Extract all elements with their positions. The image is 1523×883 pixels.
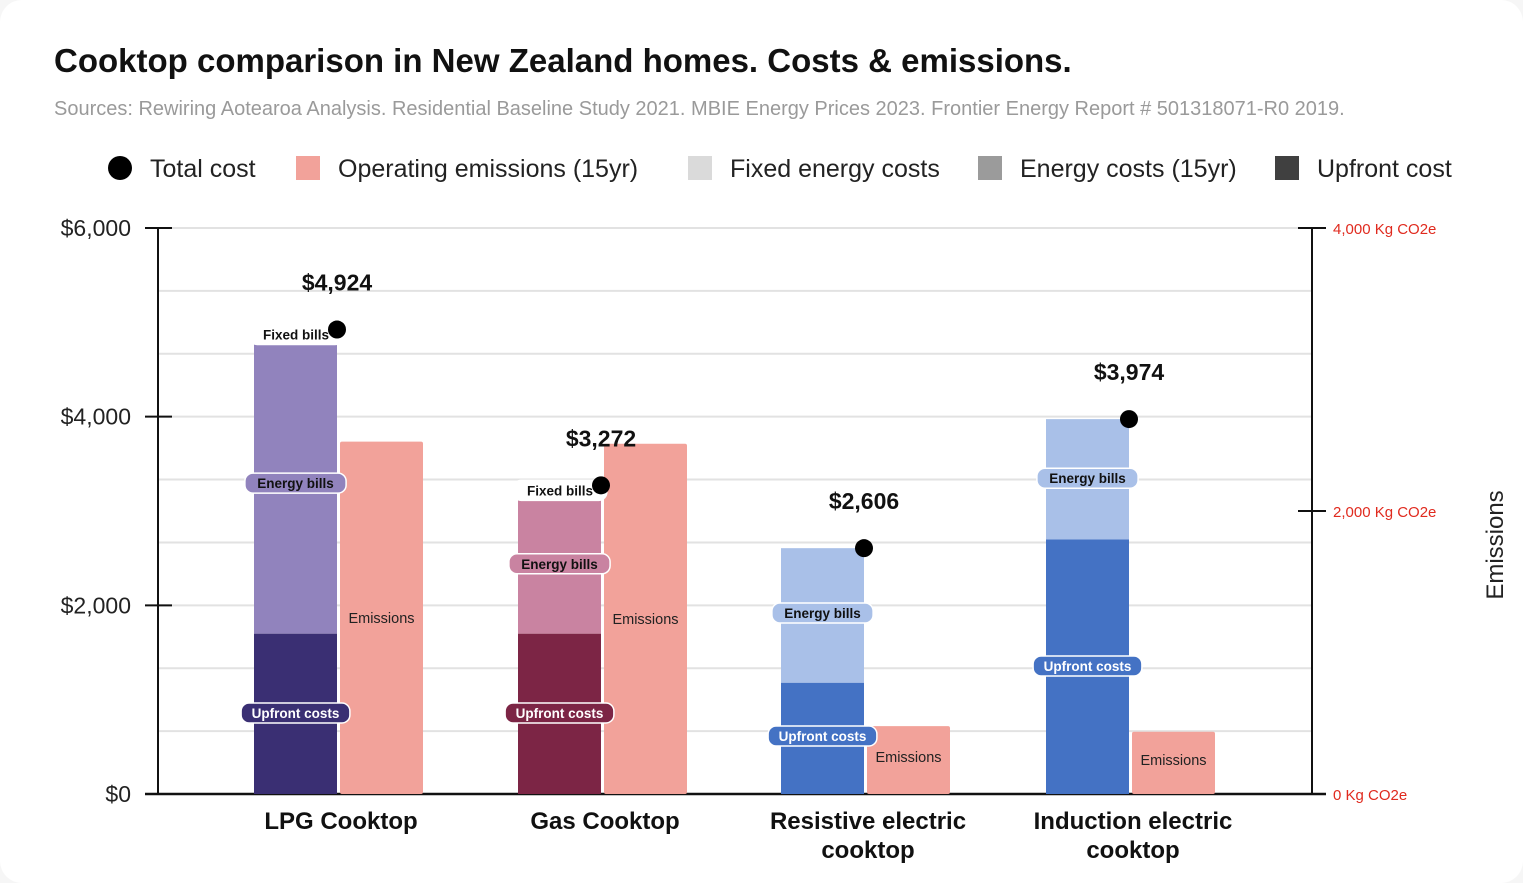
energy-bills-label-pill [771,602,874,624]
upfront-costs-label: Upfront costs [252,706,340,721]
upfront-costs-label: Upfront costs [516,706,604,721]
legend-label-total-cost: Total cost [150,155,256,183]
fixed-bills-label: Fixed bills [527,483,593,498]
emissions-label: Emissions [1140,753,1206,769]
chart-title: Cooktop comparison in New Zealand homes.… [54,42,1072,79]
legend-marker-fixed-energy-costs [688,156,712,180]
energy-bills-label: Energy bills [784,606,861,621]
upfront-costs-label-pill [1032,655,1143,677]
emissions-label: Emissions [875,750,941,766]
right-axis-title: Emissions [1482,490,1509,599]
bar-labels: Emissions Upfront costs Energy bills Fixed … [240,270,1207,769]
right-tick-label: 0 Kg CO2e [1333,787,1407,804]
category-label: LPG Cooktop [264,808,417,835]
category-label: Gas Cooktop [530,808,679,835]
total-cost-value: $3,272 [566,425,636,451]
chart-subtitle: Sources: Rewiring Aotearoa Analysis. Res… [54,98,1345,120]
legend: Total cost Operating emissions (15yr) Fixe… [108,155,1452,183]
energy-bills-label-pill [508,553,611,575]
energy-bills-label: Energy bills [521,557,598,572]
energy-bills-label-pill [244,472,347,494]
energy-bills-label-pill [1036,467,1139,489]
upfront-costs-label-pill [767,725,878,747]
right-tick-label: 4,000 Kg CO2e [1333,221,1436,238]
legend-label-energy-costs-15yr: Energy costs (15yr) [1020,155,1237,183]
legend-marker-upfront-cost [1275,156,1299,180]
upfront-costs-label-pill [504,702,615,724]
legend-marker-energy-costs-15yr [978,156,1002,180]
legend-label-fixed-energy-costs: Fixed energy costs [730,155,940,183]
total-cost-dot-gas-cooktop [592,476,610,495]
category-label: cooktop [821,837,914,864]
upfront-costs-label-pill [240,702,351,724]
emissions-label: Emissions [348,611,414,627]
left-tick-label: $0 [105,781,131,807]
energy-bills-label: Energy bills [257,476,334,491]
emissions-label: Emissions [612,612,678,628]
total-cost-dot-resistive-electric-cooktop [855,539,873,558]
legend-label-upfront-cost: Upfront cost [1317,155,1452,183]
bars [254,329,1215,794]
legend-marker-operating-emissions-15yr [296,156,320,180]
total-cost-value: $4,924 [302,270,373,296]
total-cost-value: $3,974 [1094,359,1165,385]
right-tick-label: 2,000 Kg CO2e [1333,504,1436,521]
category-label: Resistive electric [770,808,966,835]
bar-emissions-lpg-cooktop [340,441,423,794]
legend-marker-total-cost [108,156,132,180]
left-tick-label: $2,000 [61,592,131,618]
energy-bills-label: Energy bills [1049,471,1126,486]
total-cost-dot-lpg-cooktop [328,320,346,339]
upfront-costs-label: Upfront costs [1044,659,1132,674]
category-label: Induction electric [1034,808,1233,835]
bar-emissions-resistive-electric-cooktop [867,726,950,794]
bar-emissions-induction-electric-cooktop [1132,731,1215,794]
total-cost-value: $2,606 [829,488,899,514]
left-tick-label: $4,000 [61,404,131,430]
legend-label-operating-emissions-15yr: Operating emissions (15yr) [338,155,638,183]
axes: $0 $2,000 $4,000 $6,000 0 Kg CO2e 2,000 Kg CO… [61,215,1509,864]
left-tick-label: $6,000 [61,215,131,241]
fixed-bills-label: Fixed bills [263,328,329,343]
total-cost-dot-induction-electric-cooktop [1120,410,1138,429]
bar-emissions-gas-cooktop [604,443,687,794]
category-label: cooktop [1086,837,1179,864]
upfront-costs-label: Upfront costs [779,729,867,744]
